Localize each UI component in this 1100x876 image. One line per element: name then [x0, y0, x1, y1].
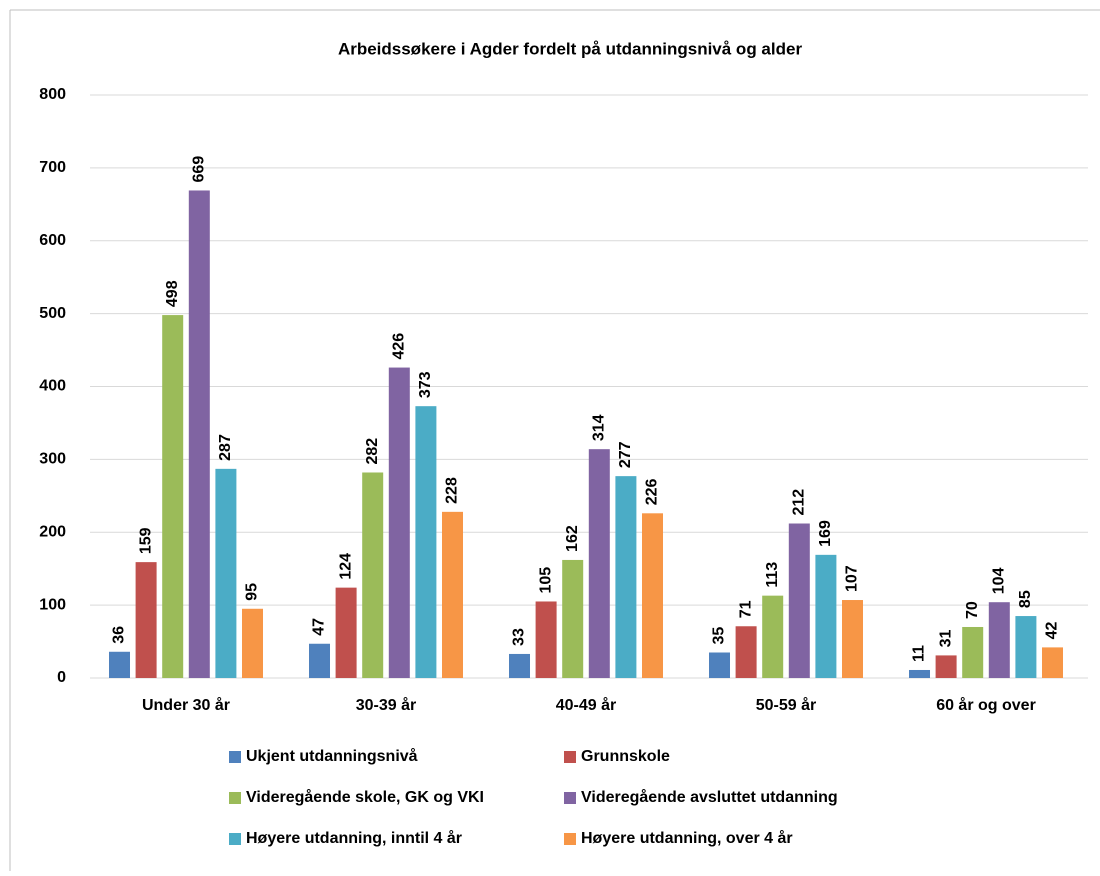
bar [762, 595, 784, 678]
bar [242, 608, 263, 678]
y-tick-label: 200 [39, 523, 66, 540]
data-label: 426 [391, 333, 408, 360]
x-tick-label: 40-49 år [556, 696, 617, 714]
legend-swatch [229, 833, 241, 845]
y-tick-label: 800 [39, 86, 66, 103]
data-label: 113 [764, 562, 781, 588]
bar [615, 476, 637, 678]
bar [442, 511, 463, 678]
bar [109, 651, 130, 678]
bar [309, 643, 330, 678]
chart-title: Arbeidssøkere i Agder fordelt på utdanni… [338, 39, 803, 58]
bar [562, 559, 584, 678]
data-label: 669 [191, 156, 208, 183]
data-label: 282 [364, 438, 381, 465]
data-label: 105 [537, 567, 554, 594]
legend-swatch [229, 792, 241, 804]
bar [415, 406, 437, 678]
y-tick-label: 0 [57, 669, 66, 686]
y-tick-label: 300 [39, 451, 66, 468]
data-label: 33 [511, 628, 528, 646]
bar [535, 601, 557, 678]
legend-label: Høyere utdanning, inntil 4 år [246, 829, 462, 847]
x-tick-label: 60 år og over [936, 696, 1036, 714]
data-label: 47 [311, 618, 328, 636]
bar [642, 513, 663, 678]
data-label: 212 [791, 489, 808, 516]
x-tick-label: 50-59 år [756, 696, 817, 714]
legend-swatch [564, 751, 576, 763]
bar [815, 554, 837, 678]
x-tick-label: Under 30 år [142, 696, 230, 714]
legend-label: Ukjent utdanningsnivå [246, 747, 418, 765]
data-label: 85 [1017, 590, 1034, 608]
data-label: 226 [644, 479, 661, 506]
y-tick-label: 500 [39, 305, 66, 322]
data-label: 31 [937, 630, 954, 648]
bar [588, 449, 610, 678]
y-tick-label: 400 [39, 378, 66, 395]
bar [935, 655, 957, 678]
data-label: 42 [1044, 621, 1061, 639]
bar [135, 562, 157, 678]
bar [842, 600, 863, 678]
data-label: 36 [111, 626, 128, 644]
data-label: 314 [591, 414, 608, 441]
data-label: 169 [817, 520, 834, 547]
bar [1042, 647, 1063, 678]
y-tick-label: 600 [39, 232, 66, 249]
y-tick-label: 700 [39, 159, 66, 176]
data-label: 95 [244, 583, 261, 601]
bar [362, 472, 384, 678]
legend-swatch [564, 792, 576, 804]
bar [735, 626, 757, 678]
bar [709, 652, 730, 678]
data-label: 71 [737, 600, 754, 618]
bar [962, 626, 984, 678]
legend-label: Videregående skole, GK og VKI [246, 788, 484, 806]
bar [1015, 616, 1037, 678]
data-label: 162 [564, 525, 581, 552]
bar [388, 367, 410, 678]
bar [335, 587, 357, 678]
bar [988, 602, 1010, 678]
bar [509, 653, 530, 678]
bar [162, 315, 184, 678]
data-label: 287 [217, 434, 234, 461]
data-label: 104 [991, 567, 1008, 594]
data-label: 70 [964, 601, 981, 619]
legend-label: Videregående avsluttet utdanning [581, 788, 838, 806]
data-label: 277 [617, 441, 634, 468]
data-label: 498 [164, 280, 181, 307]
data-label: 228 [444, 477, 461, 504]
x-tick-label: 30-39 år [356, 696, 417, 714]
data-label: 159 [137, 527, 154, 554]
legend-swatch [564, 833, 576, 845]
data-label: 124 [337, 553, 354, 580]
bar [188, 190, 210, 678]
bar [215, 468, 237, 678]
data-label: 107 [844, 565, 861, 592]
data-label: 35 [711, 627, 728, 645]
data-label: 373 [417, 371, 434, 398]
data-label: 11 [911, 645, 928, 662]
y-tick-label: 100 [39, 596, 66, 613]
legend-swatch [229, 751, 241, 763]
legend-label: Høyere utdanning, over 4 år [581, 829, 793, 847]
legend-label: Grunnskole [581, 748, 670, 765]
bar [788, 523, 810, 678]
bar [909, 669, 930, 678]
